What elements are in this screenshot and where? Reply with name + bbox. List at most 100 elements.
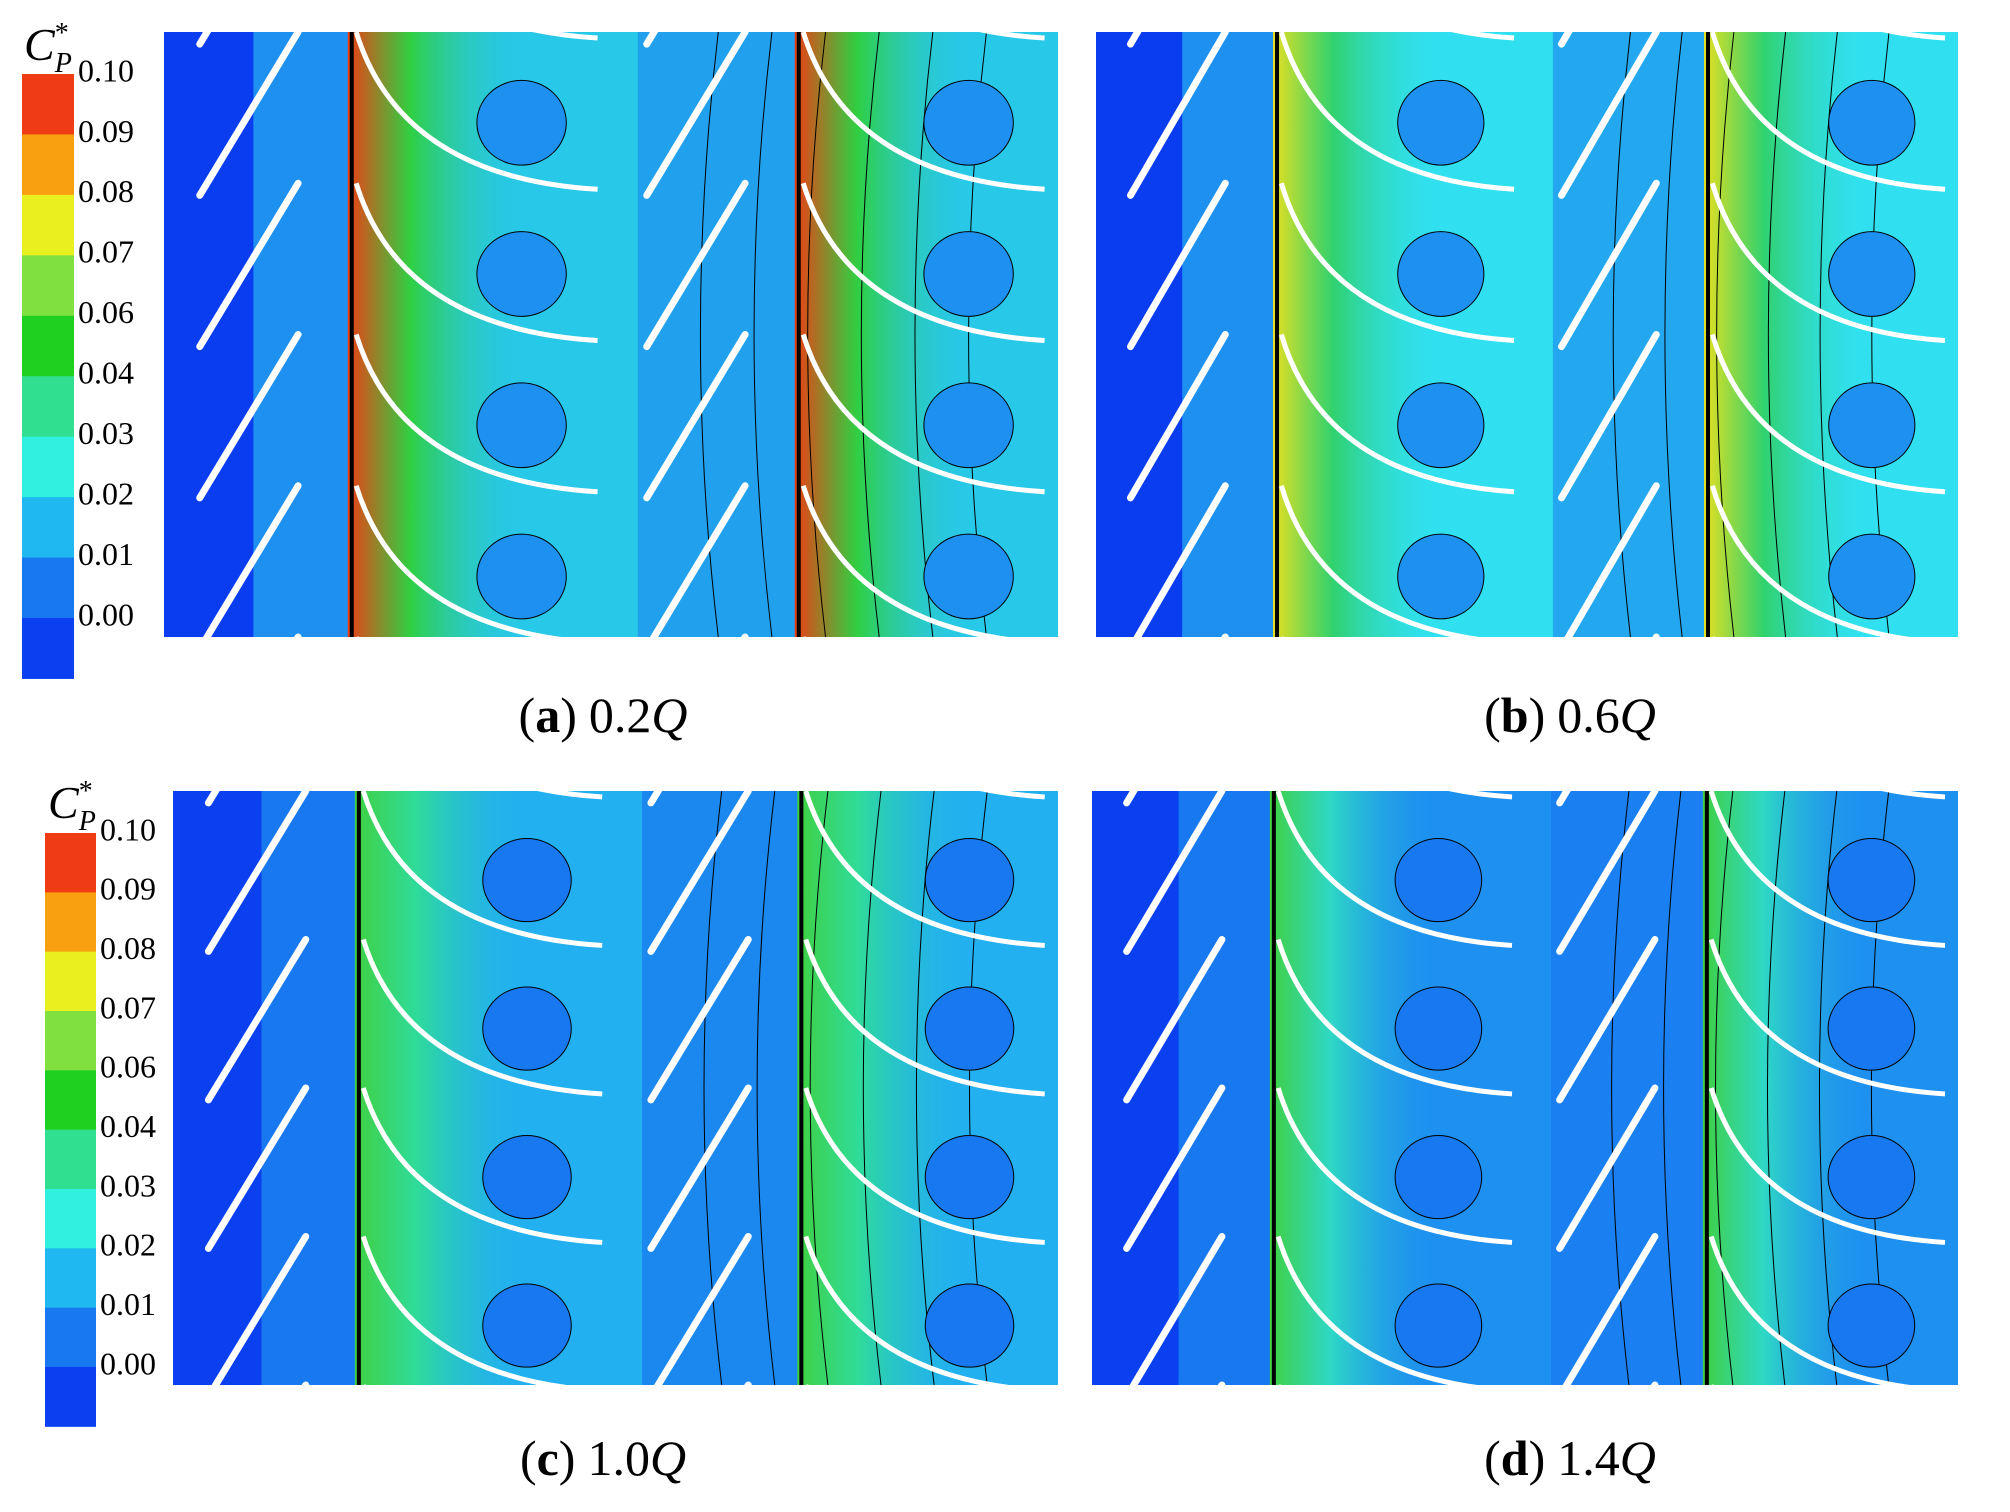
low-pressure-zone [924, 986, 1015, 1071]
low-pressure-zone [482, 1283, 572, 1368]
contour-line [1611, 791, 1630, 1385]
colorbar-segment [22, 315, 74, 377]
colorbar-tick-label: 0.04 [78, 355, 134, 391]
low-pressure-zone [923, 533, 1014, 620]
low-pressure-zone [924, 838, 1015, 923]
caption-letter: b [1501, 687, 1529, 743]
stator-region [1182, 32, 1278, 637]
guide-vane [196, 179, 302, 351]
guide-vane [301, 1381, 310, 1385]
caption-open: ( [519, 687, 536, 743]
guide-vane [1123, 936, 1226, 1104]
contour-line [1767, 32, 1787, 637]
low-pressure-zone [1828, 1433, 1915, 1512]
low-pressure-zone [924, 1135, 1015, 1220]
guide-vane [647, 791, 752, 955]
low-pressure-zone [1394, 1135, 1483, 1220]
caption-open: ( [1484, 1430, 1501, 1486]
colorbar-segment [45, 1129, 96, 1190]
caption-value: 0.6 [1557, 687, 1620, 743]
colorbar-segment [45, 1189, 96, 1249]
guide-vane [654, 1233, 752, 1385]
impeller-blade [1275, 1235, 1479, 1385]
guide-vane [204, 1084, 310, 1252]
impeller-blade [1708, 791, 1946, 948]
low-pressure-zone [1394, 986, 1483, 1071]
colorbar-tick-label: 0.06 [100, 1049, 156, 1085]
impeller-blade [803, 636, 806, 637]
impeller-blade [1278, 32, 1515, 192]
low-pressure-zone [1394, 1283, 1483, 1368]
impeller-blade [800, 485, 1009, 637]
impeller-blade [1709, 485, 1911, 637]
stator-region [261, 791, 359, 1385]
contour-line [1715, 791, 1734, 1385]
colorbar-segment [45, 1248, 96, 1309]
caption: (d) 1.4Q [1484, 1430, 1656, 1486]
colorbar-segment [22, 557, 74, 619]
colorbar-tick-label: 0.10 [78, 52, 134, 88]
colorbar-segment [45, 951, 96, 1012]
impeller-blade [1881, 791, 1946, 800]
impeller-blade [979, 32, 1045, 41]
contour-line [1663, 791, 1682, 1385]
caption-value: 0.2 [589, 687, 652, 743]
colorbar-symbol: C [48, 777, 80, 828]
colorbar-tick-label: 0.08 [78, 173, 134, 209]
impeller-blade [1278, 485, 1480, 637]
guide-vane [196, 331, 302, 502]
contour-field [164, 32, 1058, 637]
guide-vane [1556, 791, 1659, 955]
colorbar-segment [45, 833, 96, 893]
colorbar-tick-label: 0.10 [100, 811, 156, 847]
caption-open: ( [520, 1430, 537, 1486]
low-pressure-zone [482, 838, 572, 923]
guide-vane [647, 936, 752, 1104]
guide-vane [204, 936, 310, 1104]
colorbar-title: C* P [24, 18, 72, 79]
low-pressure-zone [482, 1135, 572, 1220]
guide-vane [643, 32, 749, 199]
rotor-region [1552, 32, 1709, 637]
rotor-region [642, 791, 802, 1385]
contour-panel [1096, 32, 1958, 637]
impeller-blade [1451, 32, 1515, 41]
stator-region [253, 32, 352, 637]
low-pressure-zone [1395, 1433, 1482, 1512]
colorbar-tick-label: 0.02 [100, 1227, 156, 1263]
impeller-blade [353, 333, 598, 495]
impeller-blade [353, 182, 598, 344]
contour-line [1612, 32, 1631, 637]
caption-value: 1.0 [587, 1430, 650, 1486]
contour-panel [164, 32, 1058, 637]
impeller-blade [803, 938, 1045, 1097]
low-pressure-zone [1827, 986, 1916, 1071]
caption: (c) 1.0Q [520, 1430, 686, 1486]
low-pressure-zone [482, 986, 572, 1071]
colorbar-segment [22, 618, 74, 679]
guide-vane [1221, 633, 1229, 637]
impeller-blade [1708, 1087, 1946, 1245]
guide-vane [294, 633, 302, 637]
caption-letter: c [537, 1430, 559, 1486]
colorbar-segment [45, 892, 96, 953]
low-pressure-zone [1828, 231, 1916, 317]
colorbar-segment [22, 74, 74, 135]
impeller-blade [980, 791, 1045, 800]
guide-vane [1557, 32, 1660, 199]
impeller-blade [1709, 32, 1946, 192]
low-pressure-zone [1828, 382, 1916, 469]
guide-vane [1557, 331, 1660, 502]
low-pressure-zone [1828, 79, 1916, 166]
rotor-region [637, 32, 799, 637]
low-pressure-zone [476, 533, 567, 620]
impeller-blade [537, 791, 603, 800]
impeller-blade [1709, 182, 1946, 344]
guide-vane [1126, 331, 1229, 502]
impeller-blade [532, 32, 598, 41]
contour-line [860, 32, 880, 637]
caption-close: ) [560, 687, 577, 743]
low-pressure-zone [476, 382, 567, 469]
guide-vane [1562, 1233, 1659, 1385]
guide-vane [647, 1084, 752, 1252]
